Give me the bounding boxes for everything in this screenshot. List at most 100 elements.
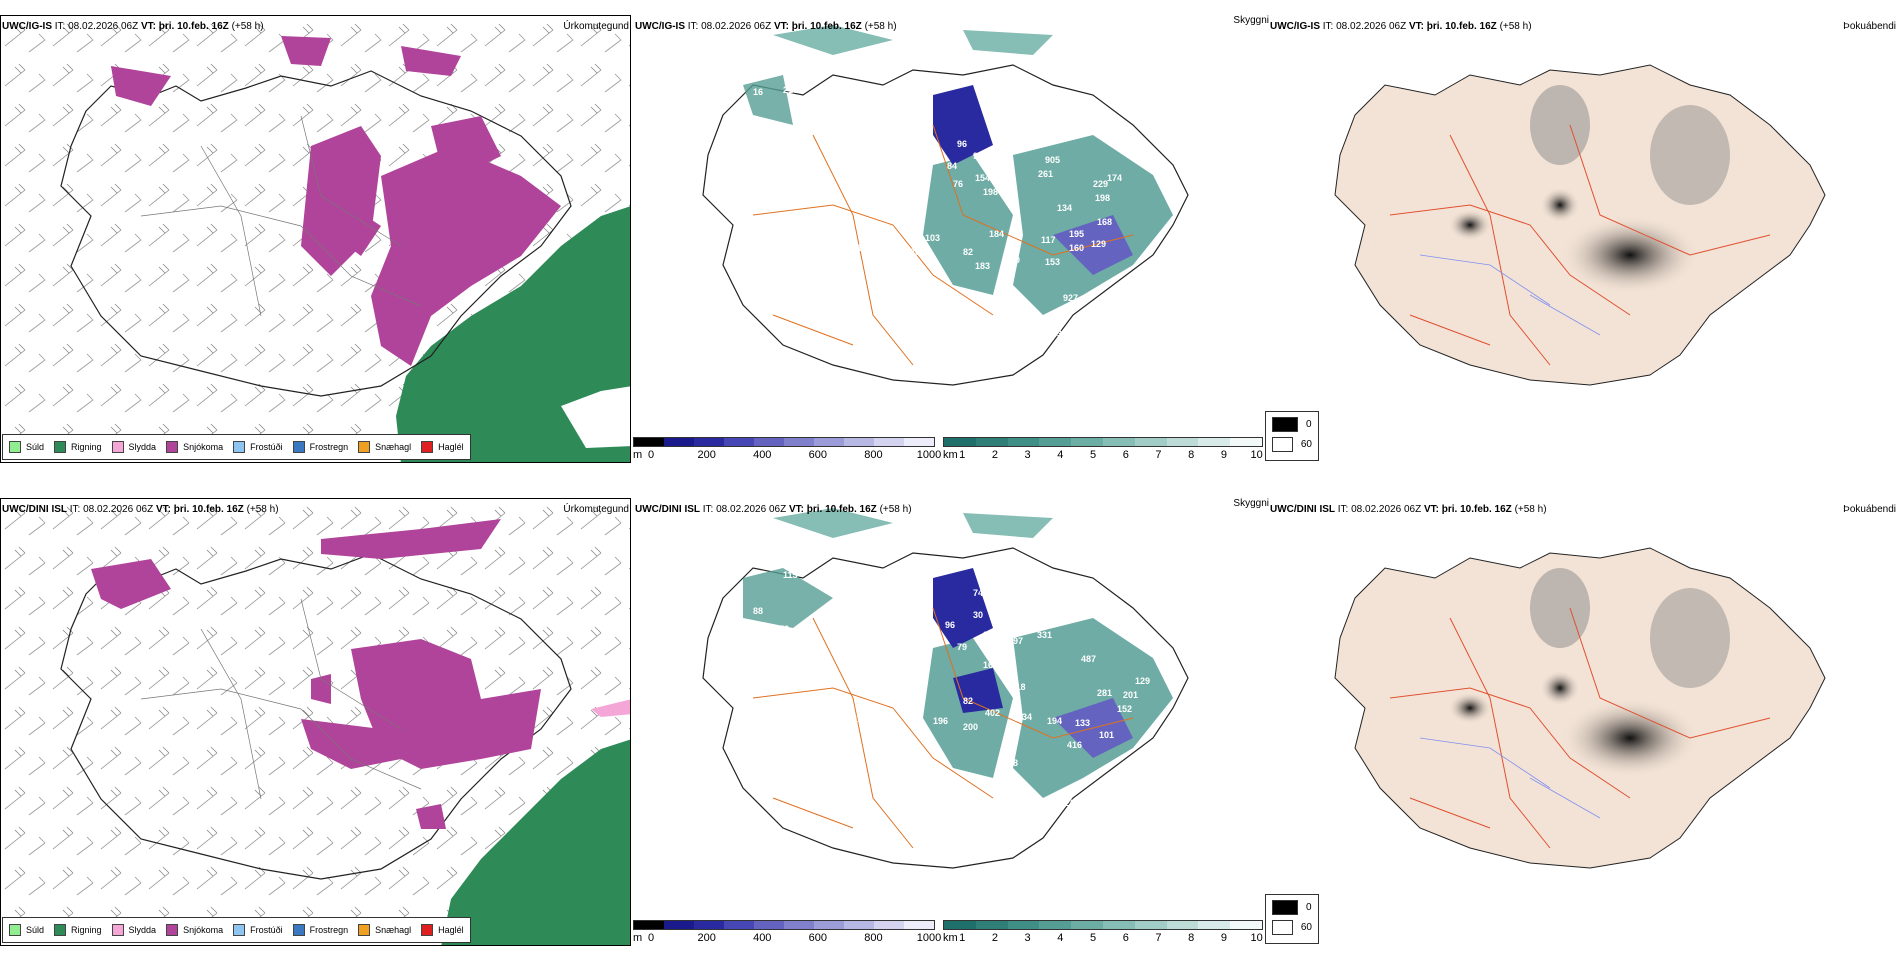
- visibility-value: 402: [985, 708, 1000, 718]
- snow-area: [321, 519, 501, 559]
- snow-area: [401, 46, 461, 76]
- colorbar-tick: 1000: [916, 449, 942, 461]
- colorbar-unit: km: [943, 932, 958, 944]
- visibility-value: 72: [779, 624, 789, 634]
- colorbar-swatch: [1134, 921, 1167, 929]
- row-bottom: UWC/DINI ISL IT: 08.02.2026 06Z VT: þri.…: [0, 498, 1900, 968]
- panel-title: Þokuábendi: [1843, 504, 1896, 515]
- colorbar-tick: 8: [1188, 449, 1195, 461]
- snow-area: [281, 36, 331, 66]
- panel-title: Þokuábendi: [1843, 21, 1896, 32]
- visibility-value: 487: [1081, 654, 1096, 664]
- colorbar-swatch: [975, 438, 1008, 446]
- colorbar-tick: 600: [808, 449, 827, 461]
- visibility-value: 329: [1033, 616, 1048, 626]
- legend-swatch: [9, 924, 21, 936]
- colorbar-unit: m: [633, 932, 643, 944]
- legend-item: Súld: [9, 924, 44, 936]
- legend-label: Frostregn: [309, 925, 349, 935]
- precip-map-canvas: [1, 499, 630, 945]
- colorbar-swatch: [1198, 438, 1231, 446]
- dry-patch: [561, 386, 630, 448]
- legend-label: Haglél: [438, 442, 464, 452]
- colorbar-tick: 200: [697, 932, 716, 944]
- legend-label: Snæhagl: [375, 925, 412, 935]
- legend-item: Snæhagl: [358, 441, 411, 453]
- legend-item: Haglél: [421, 924, 464, 936]
- legend-swatch: [292, 924, 305, 936]
- visibility-value: 206: [1065, 798, 1080, 808]
- legend-label: Súld: [26, 442, 45, 452]
- fog-map-canvas: [1334, 547, 1826, 869]
- visibility-value: 201: [1123, 690, 1138, 700]
- visibility-value: 200: [1005, 255, 1020, 265]
- vt-value: þri. 10.feb. 16Z: [158, 21, 229, 32]
- it-label: IT:: [54, 21, 66, 32]
- model-name: UWC/IG-IS: [2, 21, 52, 32]
- colorbar-swatch: [694, 921, 724, 929]
- fog-area: [1540, 670, 1580, 706]
- visibility-value: 15: [985, 646, 995, 656]
- colorbar-tick: 9: [1220, 932, 1227, 944]
- lead-time: (+58 h): [879, 504, 912, 515]
- colorbar-tick: 0: [648, 449, 655, 461]
- visibility-labels: 225 533 905 261 229 198 134 117 195 160 …: [753, 85, 1122, 339]
- colorbar-tick: 600: [808, 932, 827, 944]
- roads: [1389, 124, 1771, 366]
- it-value: 08.02.2026 06Z: [68, 21, 139, 32]
- visibility-value: 76: [953, 179, 963, 189]
- it-label: IT:: [1322, 21, 1334, 32]
- legend-item: Snjókoma: [166, 441, 223, 453]
- visibility-area: [743, 75, 793, 125]
- cloud-legend-row: 0: [1266, 895, 1318, 915]
- legend-swatch: [292, 441, 305, 453]
- visibility-value: 213: [783, 85, 798, 95]
- panel-title: Skyggni: [1233, 498, 1269, 509]
- colorbar-swatch: [1071, 438, 1103, 446]
- legend-label: Rigning: [71, 925, 102, 935]
- colorbar-ceiling-m: m 0 200 400 600 800 1000: [633, 920, 941, 948]
- colorbar-tick: 3: [1024, 932, 1031, 944]
- low-visibility-area: [933, 568, 993, 648]
- fog-area: [1560, 215, 1700, 295]
- colorbar-tick: 5: [1089, 932, 1097, 944]
- legend-label: Frostúði: [250, 925, 283, 935]
- fog-area: [1650, 588, 1730, 688]
- legend-item: Frostúði: [233, 924, 283, 936]
- colorbar-tick: 3: [1024, 449, 1031, 461]
- visibility-value: 183: [975, 261, 990, 271]
- visibility-value: 129: [1091, 239, 1106, 249]
- cloud-legend: 0 60: [1265, 411, 1319, 461]
- lead-time: (+58 h): [246, 504, 279, 515]
- visibility-value: 134: [1057, 203, 1072, 213]
- cloud-legend: 0 60: [1265, 894, 1319, 944]
- colorbar-swatch: [754, 921, 784, 929]
- legend-item: Snæhagl: [358, 924, 411, 936]
- precip-type-panel: UWC/IG-IS IT: 08.02.2026 06Z VT: þri. 10…: [0, 15, 633, 465]
- colorbar-tick: 4: [1057, 932, 1064, 944]
- fog-area: [1540, 187, 1580, 223]
- visibility-value: 232: [1028, 602, 1043, 612]
- visibility-value: 533: [1019, 141, 1034, 151]
- colorbar-swatch: [694, 438, 724, 446]
- colorbar-swatch: [1166, 438, 1199, 446]
- colorbar-ticks: m 0 200 400 600 800 1000: [633, 932, 941, 946]
- roads: [752, 124, 1134, 366]
- precip-legend: Súld Rigning Slydda Snjókoma Frostúði Fr…: [2, 434, 471, 460]
- colorbar-swatch: [1102, 921, 1135, 929]
- cloud-legend-row: 60: [1266, 432, 1318, 452]
- colorbar-tick: 2: [991, 932, 998, 944]
- visibility-value: 117: [1041, 235, 1056, 245]
- legend-label: Slydda: [128, 442, 157, 452]
- lead-time: (+58 h): [1514, 504, 1547, 515]
- colorbar-tick: 10: [1250, 932, 1263, 944]
- legend-item: Rigning: [54, 924, 102, 936]
- colorbar-unit: km: [943, 449, 958, 461]
- colorbar-swatch: [1007, 438, 1040, 446]
- vt-label: VT:: [155, 504, 171, 515]
- legend-label: Frostregn: [309, 442, 349, 452]
- visibility-value: 154: [975, 173, 990, 183]
- legend-item: Frostregn: [292, 441, 349, 453]
- snow-area: [341, 206, 381, 256]
- visibility-labels: 232 329 331 128 487 281 201 129 152 133 …: [753, 570, 1150, 808]
